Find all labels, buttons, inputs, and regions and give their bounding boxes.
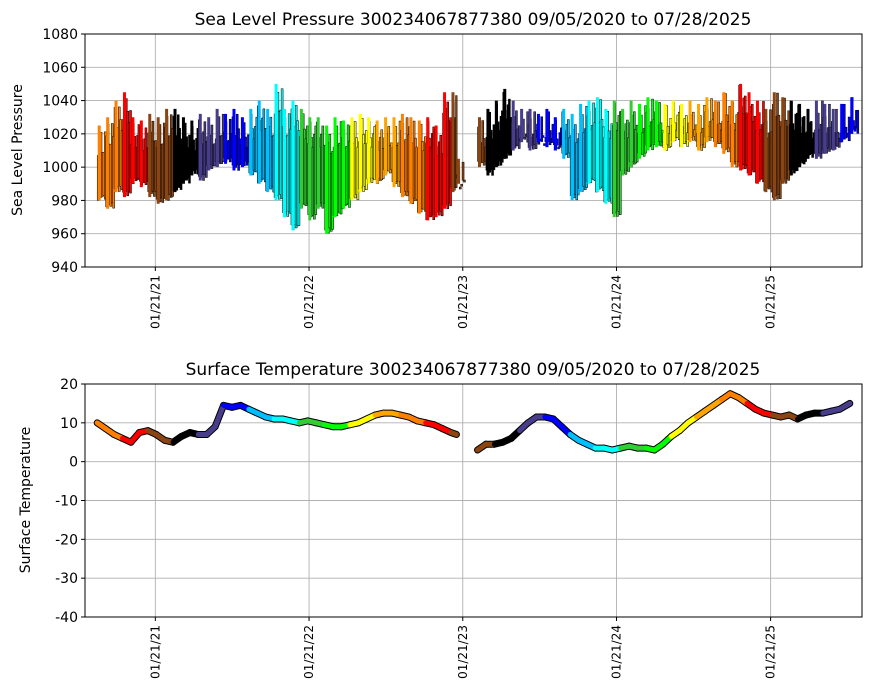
pressure-x-tick-label: 01/21/23 bbox=[456, 275, 470, 329]
pressure-data-mark bbox=[463, 179, 466, 183]
temperature-x-tick-label: 01/21/23 bbox=[456, 625, 470, 679]
temperature-x-tick-label: 01/21/25 bbox=[764, 625, 778, 679]
pressure-y-tick-label: 1080 bbox=[42, 27, 78, 43]
temperature-data-mark bbox=[448, 430, 459, 437]
temperature-y-tick-label: -30 bbox=[55, 571, 78, 587]
pressure-data-mark bbox=[692, 111, 695, 141]
pressure-y-axis-label: Sea Level Pressure bbox=[10, 84, 26, 216]
pressure-data-mark bbox=[557, 146, 560, 150]
temperature-chart-title: Surface Temperature 300234067877380 09/0… bbox=[186, 360, 761, 380]
pressure-data-mark bbox=[533, 111, 536, 145]
temperature-y-tick-label: -40 bbox=[55, 610, 78, 626]
pressure-data-mark bbox=[541, 135, 545, 138]
pressure-chart: Sea Level Pressure 300234067877380 09/05… bbox=[10, 10, 863, 329]
pressure-plot-frame bbox=[84, 33, 863, 268]
pressure-data-mark bbox=[523, 137, 527, 140]
pressure-data-mark bbox=[537, 142, 541, 145]
pressure-y-tick-label: 1040 bbox=[42, 94, 78, 110]
pressure-y-tick-label: 1020 bbox=[42, 127, 78, 143]
pressure-x-tick-label: 01/21/21 bbox=[148, 275, 162, 329]
pressure-data-mark bbox=[838, 137, 841, 148]
pressure-data-mark bbox=[548, 130, 552, 146]
temperature-chart: Surface Temperature 300234067877380 09/0… bbox=[18, 360, 863, 679]
temperature-y-tick-label: 10 bbox=[60, 416, 78, 432]
pressure-y-tick-label: 1060 bbox=[42, 60, 78, 76]
pressure-y-tick-label: 960 bbox=[51, 227, 78, 243]
pressure-x-tick-label: 01/21/22 bbox=[302, 275, 316, 329]
temperature-y-tick-label: -10 bbox=[55, 494, 78, 510]
pressure-x-tick-label: 01/21/24 bbox=[609, 275, 623, 329]
pressure-data-mark bbox=[717, 101, 720, 144]
pressure-data-mark bbox=[856, 109, 860, 134]
pressure-y-tick-label: 980 bbox=[51, 193, 78, 209]
pressure-data-mark bbox=[853, 126, 857, 132]
temperature-x-tick-label: 01/21/21 bbox=[148, 625, 162, 679]
pressure-data-mark bbox=[543, 143, 546, 146]
pressure-x-tick-label: 01/21/25 bbox=[764, 275, 778, 329]
pressure-y-tick-label: 940 bbox=[51, 260, 78, 276]
pressure-data-mark bbox=[459, 186, 462, 190]
temperature-y-tick-label: 20 bbox=[60, 377, 78, 393]
temperature-x-tick-label: 01/21/24 bbox=[609, 625, 623, 679]
pressure-data-mark bbox=[551, 123, 555, 143]
temperature-y-axis-label: Surface Temperature bbox=[18, 427, 34, 573]
pressure-data-mark bbox=[515, 110, 518, 147]
pressure-chart-title: Sea Level Pressure 300234067877380 09/05… bbox=[195, 10, 752, 30]
pressure-data-mark bbox=[685, 115, 688, 143]
pressure-data-mark bbox=[710, 98, 713, 138]
pressure-data-mark bbox=[517, 125, 521, 149]
pressure-data-mark bbox=[835, 108, 838, 146]
temperature-data-mark bbox=[212, 402, 227, 430]
pressure-data-mark bbox=[460, 183, 463, 187]
pressure-data-mark bbox=[844, 126, 848, 139]
temperature-y-tick-label: -20 bbox=[55, 532, 78, 548]
temperature-data-mark bbox=[837, 400, 853, 412]
temperature-x-tick-label: 01/21/22 bbox=[302, 625, 316, 679]
pressure-data-mark bbox=[461, 161, 465, 181]
pressure-data-mark bbox=[658, 102, 661, 142]
pressure-data-mark bbox=[809, 121, 813, 154]
pressure-data-mark bbox=[540, 116, 543, 142]
pressure-data-mark bbox=[455, 95, 458, 188]
temperature-y-tick-label: 0 bbox=[69, 455, 78, 471]
pressure-y-tick-label: 1000 bbox=[42, 160, 78, 176]
